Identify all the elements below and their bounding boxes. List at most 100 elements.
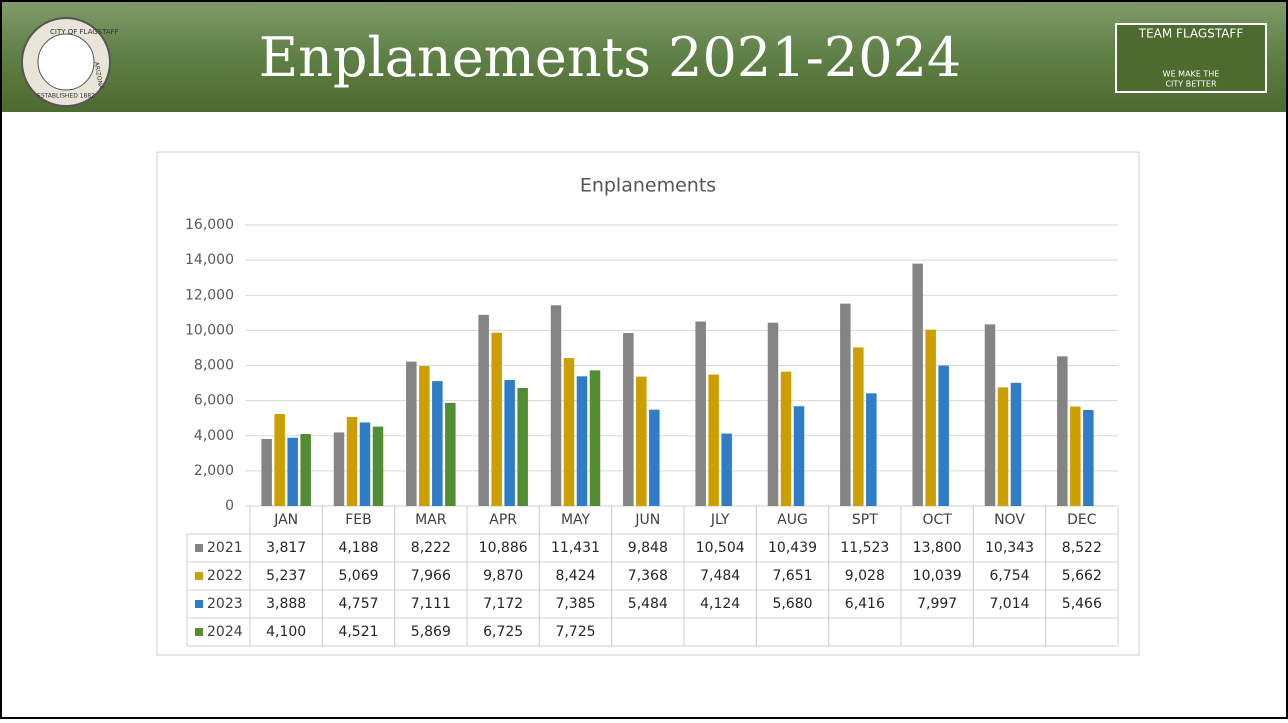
data-label: 5,466 xyxy=(1062,596,1102,612)
legend-key xyxy=(195,600,203,608)
bar xyxy=(695,322,706,506)
data-label: 5,484 xyxy=(628,596,668,612)
data-label: 10,439 xyxy=(768,540,817,556)
logo-tagline: CITY BETTER xyxy=(1165,80,1216,89)
data-label: 10,886 xyxy=(479,540,528,556)
x-tick-label: MAR xyxy=(415,512,447,528)
bar xyxy=(649,410,660,506)
bar xyxy=(721,434,732,506)
data-label: 7,385 xyxy=(555,596,595,612)
data-label: 4,124 xyxy=(700,596,740,612)
y-tick-label: 2,000 xyxy=(194,463,234,479)
bar xyxy=(998,387,1009,506)
bar xyxy=(432,381,443,506)
x-tick-label: DEC xyxy=(1067,512,1097,528)
data-label: 4,757 xyxy=(338,596,378,612)
data-label: 11,523 xyxy=(840,540,889,556)
y-tick-label: 6,000 xyxy=(194,393,234,409)
seal-text: CITY OF FLAGSTAFF xyxy=(50,28,119,36)
legend-key xyxy=(195,572,203,580)
bar xyxy=(577,376,588,506)
bar xyxy=(504,380,514,506)
bar xyxy=(419,366,430,506)
bar xyxy=(912,264,923,506)
bar xyxy=(925,330,936,506)
slide: CITY OF FLAGSTAFF ARIZONA ESTABLISHED 18… xyxy=(0,0,1288,719)
bar xyxy=(373,427,384,506)
bar xyxy=(708,375,719,506)
data-label: 7,997 xyxy=(917,596,957,612)
bar xyxy=(636,377,647,506)
bar xyxy=(985,324,996,506)
bar xyxy=(551,305,562,506)
y-tick-label: 12,000 xyxy=(185,287,234,303)
bar xyxy=(781,372,792,506)
data-label: 4,100 xyxy=(266,624,306,640)
x-tick-label: MAY xyxy=(561,512,591,528)
x-tick-label: JAN xyxy=(273,512,298,528)
seal-text: ESTABLISHED 1882 xyxy=(37,93,95,100)
logo-tagline: WE MAKE THE xyxy=(1163,70,1220,79)
data-label: 4,188 xyxy=(338,540,378,556)
x-tick-label: AUG xyxy=(777,512,808,528)
data-label: 10,504 xyxy=(696,540,745,556)
chart-title: Enplanements xyxy=(580,175,716,197)
data-label: 7,966 xyxy=(411,568,451,584)
data-label: 7,651 xyxy=(772,568,812,584)
bar xyxy=(261,439,272,506)
bar xyxy=(445,403,456,506)
bar xyxy=(347,417,358,506)
data-label: 9,848 xyxy=(628,540,668,556)
seal-inner xyxy=(38,34,94,90)
bar xyxy=(1057,356,1068,506)
page: CITY OF FLAGSTAFF ARIZONA ESTABLISHED 18… xyxy=(0,0,1288,719)
page-title: Enplanements 2021-2024 xyxy=(259,26,962,89)
y-tick-label: 16,000 xyxy=(185,217,234,233)
bar xyxy=(840,304,851,506)
data-label: 11,431 xyxy=(551,540,600,556)
bar xyxy=(866,393,877,506)
bar xyxy=(478,315,489,506)
legend-label: 2024 xyxy=(207,624,243,640)
data-label: 3,817 xyxy=(266,540,306,556)
y-tick-label: 10,000 xyxy=(185,322,234,338)
y-tick-label: 14,000 xyxy=(185,252,234,268)
x-tick-label: JLY xyxy=(710,512,730,528)
data-label: 8,522 xyxy=(1062,540,1102,556)
data-label: 10,039 xyxy=(913,568,962,584)
y-tick-label: 8,000 xyxy=(194,358,234,374)
data-label: 5,237 xyxy=(266,568,306,584)
x-tick-label: APR xyxy=(489,512,517,528)
data-label: 5,069 xyxy=(338,568,378,584)
bar xyxy=(1011,383,1022,506)
legend-label: 2022 xyxy=(207,568,243,584)
bar xyxy=(360,422,371,506)
x-tick-label: NOV xyxy=(994,512,1025,528)
y-tick-label: 4,000 xyxy=(194,428,234,444)
bar xyxy=(590,370,601,506)
bar xyxy=(406,362,417,506)
x-tick-label: OCT xyxy=(922,512,952,528)
bar xyxy=(794,406,805,506)
data-label: 4,521 xyxy=(338,624,378,640)
bar xyxy=(287,438,298,506)
bar xyxy=(938,366,949,506)
data-label: 7,368 xyxy=(628,568,668,584)
data-label: 7,014 xyxy=(989,596,1029,612)
data-label: 3,888 xyxy=(266,596,306,612)
data-label: 5,869 xyxy=(411,624,451,640)
bar xyxy=(1083,410,1094,506)
bar xyxy=(517,388,528,506)
y-tick-label: 0 xyxy=(225,498,234,514)
legend-label: 2023 xyxy=(207,596,243,612)
bar xyxy=(623,333,634,506)
data-label: 5,680 xyxy=(772,596,812,612)
data-label: 7,484 xyxy=(700,568,740,584)
x-tick-label: FEB xyxy=(345,512,372,528)
bar xyxy=(1070,407,1081,506)
legend-key xyxy=(195,544,203,552)
data-label: 5,662 xyxy=(1062,568,1102,584)
x-tick-label: SPT xyxy=(852,512,878,528)
bar xyxy=(853,347,864,506)
data-label: 9,870 xyxy=(483,568,523,584)
